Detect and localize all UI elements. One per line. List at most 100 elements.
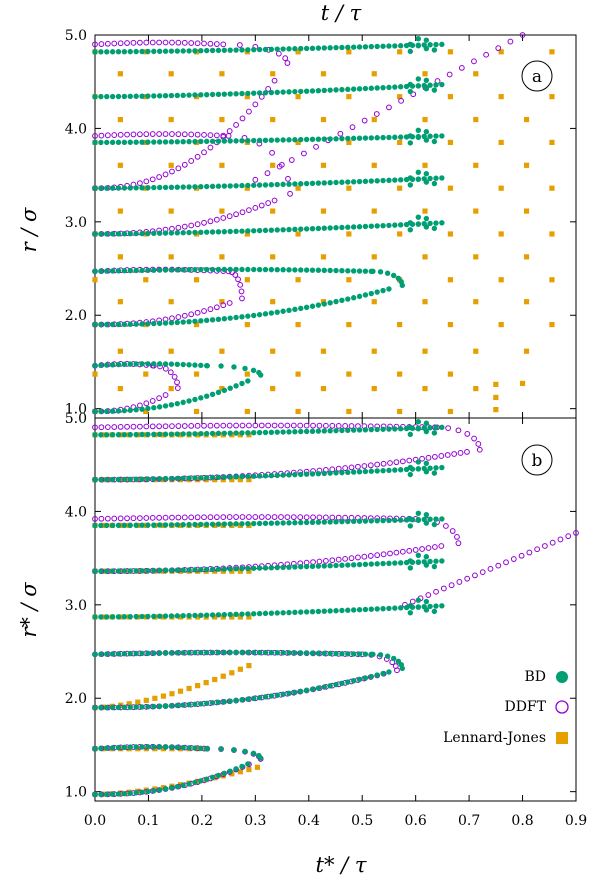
bd-point: [386, 134, 392, 141]
ddft-point: [399, 458, 406, 465]
bd-point: [315, 136, 322, 142]
bd-point: [174, 567, 181, 573]
bd-point: [431, 470, 438, 476]
bd-point: [186, 362, 192, 368]
bd-point: [162, 613, 169, 619]
lj-point: [270, 208, 276, 214]
bd-point: [127, 522, 133, 528]
bd-point: [423, 45, 430, 52]
x-tick-label: 0.6: [405, 813, 427, 829]
bd-point: [233, 47, 239, 53]
bd-point: [415, 127, 422, 133]
bd-point: [162, 184, 169, 191]
lj-point: [237, 666, 243, 672]
bd-point: [415, 221, 422, 227]
bd-point: [98, 231, 104, 237]
bd-point: [145, 613, 151, 620]
bd-point: [156, 744, 163, 750]
lj-point: [168, 162, 174, 168]
ddft-point: [104, 40, 111, 47]
ddft-point: [335, 422, 342, 429]
bd-point: [168, 475, 175, 482]
lj-point: [346, 139, 352, 146]
ddft-point: [162, 131, 169, 137]
lj-point: [295, 94, 301, 100]
bd-point: [292, 471, 298, 478]
bd-point: [139, 93, 145, 99]
bd-point: [109, 93, 116, 100]
ddft-point: [207, 144, 214, 151]
bd-point: [377, 269, 384, 275]
bd-point: [233, 766, 239, 772]
bd-point: [92, 49, 98, 55]
bd-point: [423, 428, 430, 435]
bd-point: [415, 176, 422, 183]
lj-point: [549, 277, 555, 283]
x-tick-label: 0.8: [511, 813, 533, 829]
lj-point: [229, 614, 235, 620]
bd-point: [256, 266, 263, 273]
ddft-point: [238, 288, 245, 295]
bd-point: [427, 603, 433, 610]
bd-point: [286, 520, 292, 526]
bd-point: [350, 651, 357, 657]
bd-point: [292, 609, 298, 616]
bd-point: [415, 419, 422, 425]
bd-point: [321, 519, 327, 525]
ddft-point: [171, 373, 178, 380]
ddft-point: [175, 314, 182, 320]
lj-point: [212, 676, 218, 683]
ddft-point: [174, 385, 181, 392]
lj-point: [177, 432, 184, 438]
lj-point: [219, 299, 225, 305]
bd-point: [286, 609, 292, 616]
bd-point: [262, 90, 269, 96]
bd-point: [333, 44, 339, 51]
bd-point: [333, 225, 339, 231]
bd-point: [431, 430, 438, 436]
bd-point: [209, 229, 216, 235]
bd-point: [407, 81, 414, 88]
bd-point: [251, 611, 257, 617]
bd-point: [133, 790, 139, 796]
lj-point: [371, 385, 377, 392]
bd-point: [350, 135, 357, 142]
bd-point: [321, 180, 327, 186]
bd-point: [321, 87, 327, 94]
ddft-point: [213, 132, 220, 139]
ddft-point: [175, 131, 182, 138]
ddft-point: [201, 514, 207, 521]
lj-point: [523, 162, 530, 168]
bd-point: [133, 321, 139, 327]
bd-point: [92, 408, 98, 415]
lj-point: [219, 208, 225, 214]
bd-point: [92, 791, 98, 798]
ddft-point: [258, 422, 265, 429]
bd-point: [423, 469, 430, 475]
lj-point: [498, 185, 504, 191]
ddft-point: [156, 174, 163, 180]
bd-point: [415, 134, 422, 140]
lj-point: [152, 695, 158, 701]
bd-point: [209, 774, 216, 781]
bd-point: [156, 522, 163, 528]
lj-point: [523, 254, 530, 260]
bd-point: [109, 614, 116, 620]
bd-point: [139, 185, 145, 191]
bd-point: [415, 214, 422, 220]
bd-point: [380, 222, 386, 229]
lj-point: [371, 299, 377, 305]
lj-point: [219, 254, 225, 260]
bd-point: [327, 136, 333, 142]
bd-point: [198, 475, 204, 481]
bd-point: [227, 228, 233, 235]
ddft-point: [213, 216, 220, 223]
bd-point: [362, 561, 369, 568]
bd-point: [133, 139, 139, 145]
lj-point: [422, 254, 428, 260]
lj-point: [270, 299, 276, 305]
ddft-point: [472, 572, 478, 579]
bd-point: [292, 689, 298, 696]
ddft-point: [130, 423, 137, 430]
bd-point: [227, 474, 233, 480]
